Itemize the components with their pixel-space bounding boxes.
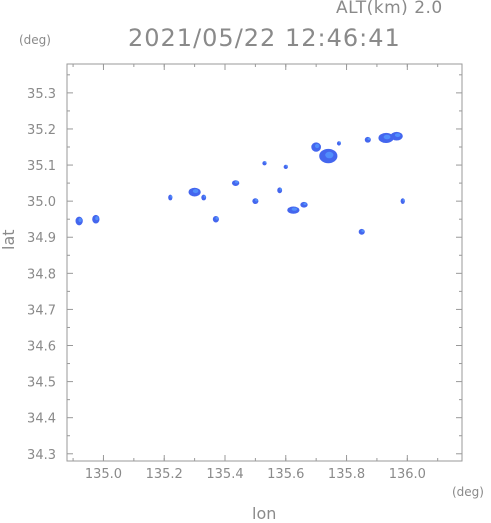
chart-title: 2021/05/22 12:46:41 [128, 24, 401, 52]
y-unit-label: (deg) [19, 33, 51, 47]
echo-points [75, 131, 405, 235]
echo-core [255, 198, 258, 202]
echo-core [170, 195, 173, 198]
echo-point [201, 194, 207, 201]
echo-core [264, 161, 267, 164]
echo-point [277, 187, 283, 194]
y-tick-label: 35.3 [27, 87, 56, 102]
x-unit-label: (deg) [452, 485, 484, 499]
y-tick-label: 35.1 [27, 159, 56, 174]
echo-point [212, 215, 219, 223]
echo-core [279, 188, 282, 191]
echo-core [285, 164, 288, 167]
x-tick-label: 135.0 [85, 467, 122, 482]
plot-frame [66, 63, 463, 462]
axis-ticks: 135.0 135.2 135.4 135.6 135.8 136.0 34.3 34.4 34… [27, 64, 462, 482]
echo-point [364, 136, 371, 143]
y-tick-label: 34.6 [27, 340, 56, 355]
echo-core [402, 198, 405, 202]
altitude-label: ALT(km) 2.0 [336, 0, 443, 18]
x-tick-label: 135.2 [146, 467, 183, 482]
echo-core [303, 202, 307, 206]
echo-core [192, 189, 199, 194]
y-tick-label: 35.2 [27, 123, 56, 138]
echo-core [215, 216, 219, 220]
echo-core [361, 229, 365, 233]
y-tick-label: 34.4 [27, 412, 56, 427]
y-tick-label: 34.8 [27, 267, 56, 282]
x-tick-label: 135.6 [267, 467, 304, 482]
y-tick-label: 34.7 [27, 303, 56, 318]
echo-core [367, 137, 371, 141]
echo-core [95, 216, 99, 221]
echo-core [78, 218, 82, 222]
echo-core [383, 134, 391, 140]
x-tick-label: 135.8 [328, 467, 365, 482]
y-tick-label: 34.9 [27, 231, 56, 246]
echo-core [325, 151, 334, 159]
x-axis-label: lon [252, 504, 277, 523]
x-tick-label: 136.0 [389, 467, 426, 482]
echo-core [203, 195, 206, 198]
echo-core [234, 180, 239, 184]
y-tick-label: 34.3 [27, 448, 56, 463]
y-tick-label: 34.5 [27, 376, 56, 391]
echo-core [291, 207, 298, 211]
x-tick-label: 135.4 [206, 467, 243, 482]
echo-point [358, 228, 365, 235]
echo-core [338, 141, 341, 144]
y-tick-label: 35.0 [27, 195, 56, 210]
echo-point [252, 198, 259, 205]
echo-core [394, 133, 401, 138]
echo-core [314, 143, 320, 149]
